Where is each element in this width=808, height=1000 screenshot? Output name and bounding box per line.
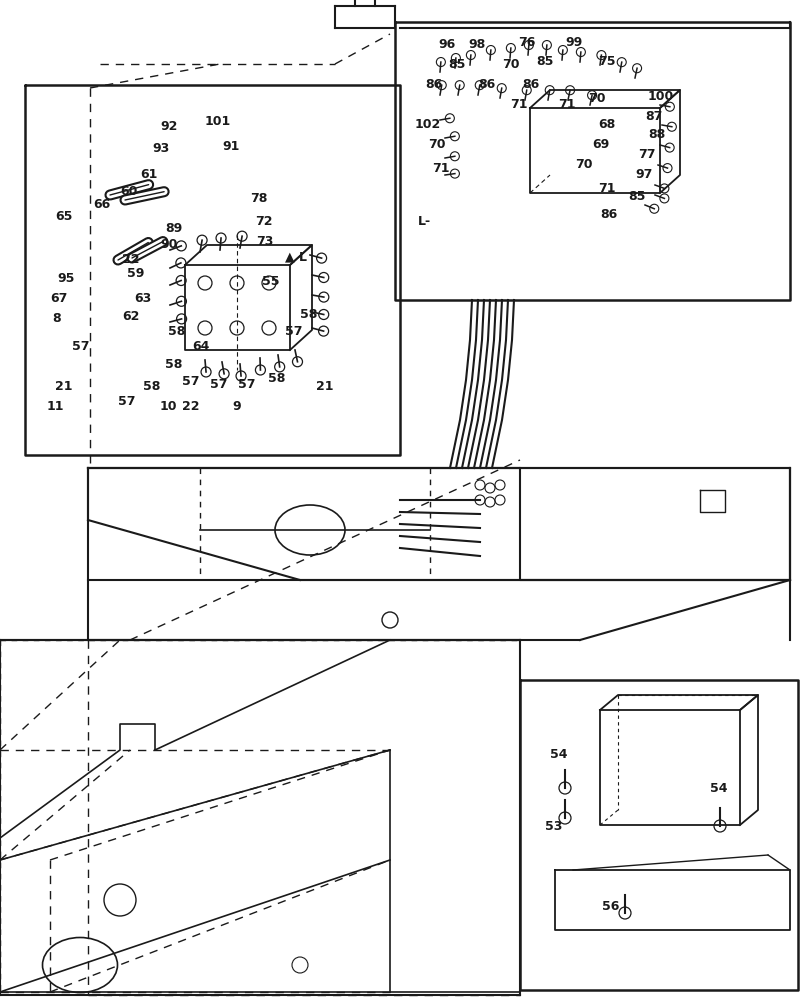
Text: 88: 88	[648, 128, 665, 141]
Text: 69: 69	[592, 138, 609, 151]
Text: 53: 53	[545, 820, 562, 833]
Text: 21: 21	[55, 380, 73, 393]
Text: 57: 57	[285, 325, 302, 338]
Text: 90: 90	[160, 238, 178, 251]
Text: 93: 93	[152, 142, 169, 155]
Text: 71: 71	[510, 98, 528, 111]
Text: 102: 102	[415, 118, 441, 131]
Text: 98: 98	[468, 38, 486, 51]
Text: 58: 58	[300, 308, 318, 321]
Text: 86: 86	[600, 208, 617, 221]
Text: 21: 21	[316, 380, 334, 393]
Text: 55: 55	[262, 275, 280, 288]
Text: 58: 58	[168, 325, 185, 338]
Text: 85: 85	[628, 190, 646, 203]
Text: 22: 22	[182, 400, 200, 413]
Text: 66: 66	[93, 198, 110, 211]
Text: 86: 86	[425, 78, 442, 91]
Text: 58: 58	[268, 372, 285, 385]
Text: 58: 58	[143, 380, 160, 393]
Text: 63: 63	[134, 292, 151, 305]
Text: 64: 64	[192, 340, 209, 353]
Text: 67: 67	[50, 292, 67, 305]
Text: 11: 11	[47, 400, 65, 413]
Text: 62: 62	[122, 310, 139, 323]
Text: 57: 57	[210, 378, 228, 391]
Text: 96: 96	[438, 38, 455, 51]
Text: 92: 92	[160, 120, 178, 133]
Text: 97: 97	[635, 168, 652, 181]
Text: 54: 54	[710, 782, 727, 795]
Text: 59: 59	[127, 267, 145, 280]
Text: 57: 57	[72, 340, 90, 353]
Text: 57: 57	[238, 378, 255, 391]
Text: 57: 57	[182, 375, 200, 388]
Text: 85: 85	[448, 58, 465, 71]
Text: 57: 57	[118, 395, 136, 408]
Text: 71: 71	[598, 182, 616, 195]
Text: 99: 99	[565, 36, 583, 49]
Text: 101: 101	[205, 115, 231, 128]
Text: 71: 71	[558, 98, 575, 111]
Text: 95: 95	[57, 272, 74, 285]
Text: 85: 85	[536, 55, 553, 68]
Text: 60: 60	[120, 185, 137, 198]
Text: 70: 70	[428, 138, 445, 151]
Text: 75: 75	[598, 55, 616, 68]
Text: 91: 91	[222, 140, 239, 153]
Text: ▲ L: ▲ L	[285, 250, 307, 263]
Text: 56: 56	[602, 900, 620, 913]
Text: 70: 70	[575, 158, 592, 171]
Text: 65: 65	[55, 210, 73, 223]
Text: 70: 70	[588, 92, 605, 105]
Text: L-: L-	[418, 215, 431, 228]
Text: 86: 86	[478, 78, 495, 91]
Text: 77: 77	[638, 148, 655, 161]
Text: 86: 86	[522, 78, 539, 91]
Text: 54: 54	[550, 748, 567, 761]
Text: 78: 78	[250, 192, 267, 205]
Text: 9: 9	[232, 400, 241, 413]
Text: 61: 61	[140, 168, 158, 181]
Text: 89: 89	[165, 222, 183, 235]
Text: 76: 76	[518, 36, 536, 49]
Text: 8: 8	[52, 312, 61, 325]
Text: 73: 73	[256, 235, 273, 248]
Text: 70: 70	[502, 58, 520, 71]
Text: 72: 72	[255, 215, 272, 228]
Text: 58: 58	[165, 358, 183, 371]
Text: 87: 87	[645, 110, 663, 123]
Text: 68: 68	[598, 118, 615, 131]
Text: 22: 22	[122, 253, 140, 266]
Text: 100: 100	[648, 90, 674, 103]
Text: 10: 10	[160, 400, 178, 413]
Text: 71: 71	[432, 162, 449, 175]
